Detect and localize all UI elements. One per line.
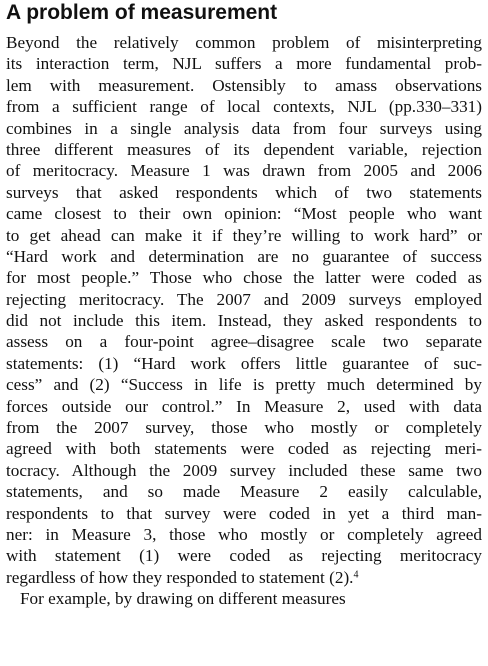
text-line: lem with measurement. Ostensibly to amas… bbox=[6, 75, 482, 95]
text-line: did not include this item. Instead, they… bbox=[6, 311, 482, 331]
text-line: surveys that asked respondents which of … bbox=[6, 182, 482, 202]
text-line-last: regardless of how they responded to stat… bbox=[6, 567, 482, 588]
text-line: forces outside our control.” In Measure … bbox=[6, 396, 482, 416]
text-line: statements, and so made Measure 2 easily… bbox=[6, 482, 482, 502]
text-line: for most people.” Those who chose the la… bbox=[6, 268, 482, 288]
text-line: came closest to their own opinion: “Most… bbox=[6, 204, 482, 224]
text-line: combines in a single analysis data from … bbox=[6, 118, 482, 138]
text-line: Beyond the relatively common problem of … bbox=[6, 33, 482, 52]
text-line: statements: (1) “Hard work offers little… bbox=[6, 353, 482, 373]
article-page: A problem of measurement Beyond the rela… bbox=[6, 0, 482, 610]
text-line: “Hard work and determination are no guar… bbox=[6, 246, 482, 266]
text-line: from a sufficient range of local context… bbox=[6, 97, 482, 117]
text-line-content: regardless of how they responded to stat… bbox=[6, 567, 354, 587]
text-line: three different measures of its dependen… bbox=[6, 139, 482, 159]
footnote-marker[interactable]: 4 bbox=[353, 569, 359, 581]
text-line: agreed with both statements were coded a… bbox=[6, 439, 482, 459]
section-heading: A problem of measurement bbox=[6, 1, 278, 24]
text-line: tocracy. Although the 2009 survey includ… bbox=[6, 460, 482, 480]
text-line: ner: in Measure 3, those who mostly or c… bbox=[6, 524, 482, 544]
text-line: to get ahead can make it if they’re will… bbox=[6, 225, 482, 245]
text-line: from the 2007 survey, those who mostly o… bbox=[6, 418, 482, 438]
body-paragraph: Beyond the relatively common problem of … bbox=[6, 32, 482, 610]
text-line: its interaction term, NJL suffers a more… bbox=[6, 54, 482, 74]
text-line: with statement (1) were coded as rejecti… bbox=[6, 546, 482, 566]
text-line-cut-off: For example, by drawing on different mea… bbox=[20, 589, 346, 609]
text-line: cess” and (2) “Success in life is pretty… bbox=[6, 375, 482, 395]
text-line: of meritocracy. Measure 1 was drawn from… bbox=[6, 161, 482, 181]
text-line: respondents to that survey were coded in… bbox=[6, 503, 482, 523]
text-line: assess on a four-point agree–disagree sc… bbox=[6, 332, 482, 352]
text-line: rejecting meritocracy. The 2007 and 2009… bbox=[6, 289, 482, 309]
